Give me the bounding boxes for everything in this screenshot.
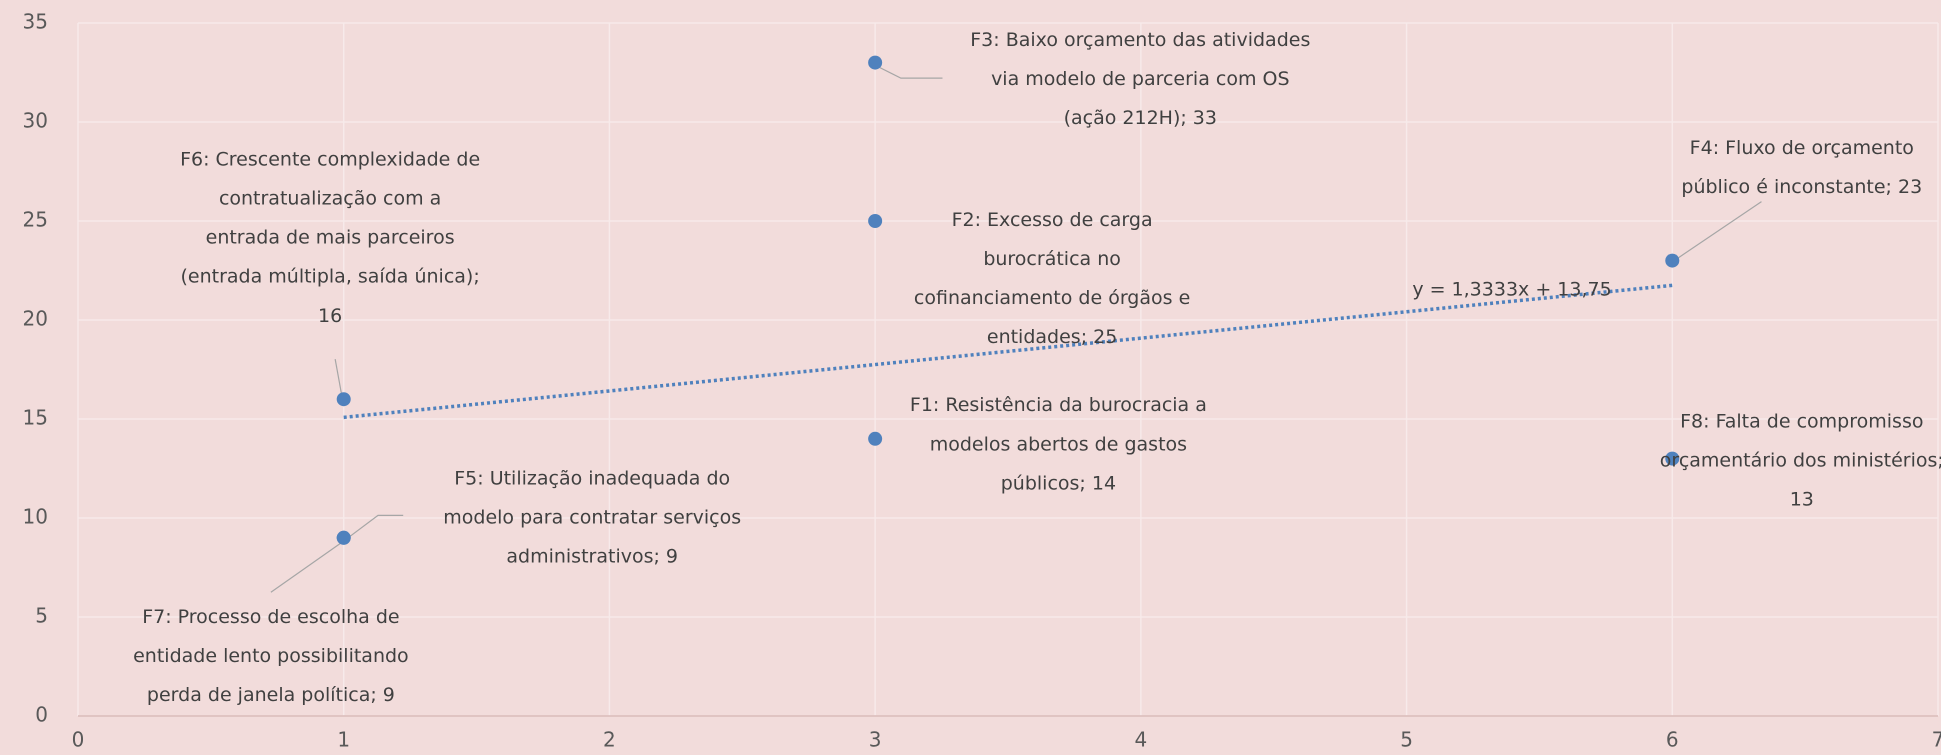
data-label: modelo para contratar serviços xyxy=(443,506,741,528)
data-label: orçamentário dos ministérios; xyxy=(1660,450,1941,472)
y-tick-label: 35 xyxy=(23,10,48,34)
x-tick-label: 6 xyxy=(1666,728,1679,752)
data-label: entrada de mais parceiros xyxy=(206,227,455,249)
data-label: F3: Baixo orçamento das atividades xyxy=(970,29,1310,51)
data-label: público é inconstante; 23 xyxy=(1681,176,1922,198)
y-tick-label: 15 xyxy=(23,406,48,430)
y-tick-label: 30 xyxy=(23,109,48,133)
data-label: entidades; 25 xyxy=(987,326,1117,348)
trendline xyxy=(343,283,1673,420)
y-tick-label: 5 xyxy=(35,604,48,628)
data-label: modelos abertos de gastos xyxy=(930,433,1187,455)
x-tick-label: 2 xyxy=(603,728,616,752)
data-label: burocrática no xyxy=(983,248,1121,270)
x-tick-label: 3 xyxy=(869,728,882,752)
data-label: F5: Utilização inadequada do xyxy=(454,467,730,489)
data-label: (entrada múltipla, saída única); xyxy=(180,266,479,288)
data-label: 16 xyxy=(318,305,342,327)
data-label: perda de janela política; 9 xyxy=(147,684,395,706)
data-label: F2: Excesso de carga xyxy=(952,209,1153,231)
y-tick-label: 25 xyxy=(23,208,48,232)
data-label: (ação 212H); 33 xyxy=(1064,107,1217,129)
x-tick-label: 4 xyxy=(1134,728,1147,752)
data-label: F6: Crescente complexidade de xyxy=(180,149,480,171)
leader-line xyxy=(270,541,344,593)
data-label: contratualização com a xyxy=(219,188,441,210)
data-label: F7: Processo de escolha de xyxy=(142,606,399,628)
data-label: entidade lento possibilitando xyxy=(133,645,409,667)
point xyxy=(868,55,883,70)
point xyxy=(868,431,883,446)
leader-line xyxy=(875,64,943,79)
leader-line xyxy=(1671,201,1762,263)
y-tick-label: 0 xyxy=(35,703,48,727)
point xyxy=(1665,253,1680,268)
leader-line xyxy=(342,514,404,543)
y-tick-label: 20 xyxy=(23,307,48,331)
point xyxy=(868,214,883,228)
x-tick-label: 7 xyxy=(1932,728,1941,752)
data-label: administrativos; 9 xyxy=(506,545,678,567)
data-label: F8: Falta de compromisso xyxy=(1680,411,1923,433)
data-label: F4: Fluxo de orçamento xyxy=(1690,137,1914,159)
point xyxy=(336,392,351,407)
y-tick-label: 10 xyxy=(23,505,48,529)
data-label: F1: Resistência da burocracia a xyxy=(910,394,1207,416)
x-tick-label: 1 xyxy=(337,728,350,752)
data-label: cofinanciamento de órgãos e xyxy=(914,287,1190,309)
data-label: via modelo de parceria com OS xyxy=(991,68,1289,90)
trendline-label: y = 1,3333x + 13,75 xyxy=(1412,279,1611,301)
data-label: públicos; 14 xyxy=(1001,472,1116,494)
x-tick-label: 0 xyxy=(72,728,85,752)
data-label: 13 xyxy=(1790,489,1814,511)
x-tick-label: 5 xyxy=(1400,728,1413,752)
point xyxy=(336,530,351,545)
point xyxy=(1665,451,1680,466)
